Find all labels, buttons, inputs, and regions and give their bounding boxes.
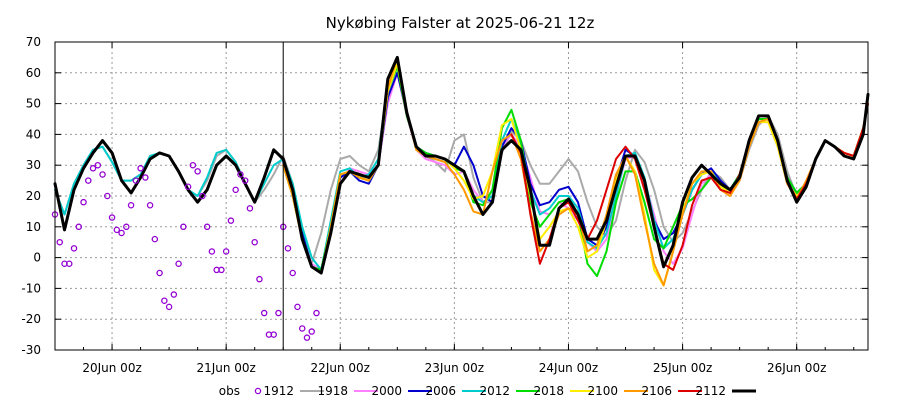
y-tick-label: -10	[21, 281, 41, 295]
obs-point	[184, 183, 192, 191]
chart-title: Nykøbing Falster at 2025-06-21 12z	[326, 14, 595, 32]
obs-point	[108, 214, 116, 221]
x-tick-label: 20Jun 00z	[82, 361, 141, 375]
obs-point	[208, 248, 216, 255]
obs-point	[199, 192, 206, 200]
legend-label-2018: 2018	[533, 384, 564, 398]
y-tick-label: -30	[21, 343, 41, 357]
x-tick-label: 26Jun 00z	[767, 361, 826, 375]
obs-point	[80, 198, 87, 206]
obs-point	[104, 192, 111, 200]
obs-point	[246, 205, 254, 212]
obs-point	[142, 174, 149, 181]
obs-point	[241, 177, 249, 184]
y-axis: -30 -20 -10 0 10 20 30 40 50 60 70	[21, 35, 868, 357]
series-lines	[53, 55, 870, 287]
y-tick-label: 60	[26, 66, 41, 80]
obs-point	[232, 186, 239, 194]
obs-point	[294, 303, 301, 311]
obs-point	[203, 223, 211, 231]
legend-label-2112: 2112	[695, 384, 726, 398]
obs-point	[127, 201, 135, 209]
series-line-2112	[53, 55, 870, 275]
obs-point	[156, 269, 163, 277]
y-tick-label: 30	[26, 158, 41, 172]
legend-label-1918: 1918	[317, 384, 348, 398]
obs-points	[51, 161, 320, 341]
obs-point	[161, 297, 168, 304]
obs-point	[222, 248, 230, 255]
obs-point	[56, 238, 64, 246]
obs-point	[303, 334, 311, 341]
y-tick-label: 0	[33, 251, 41, 265]
obs-point	[313, 309, 320, 317]
y-tick-label: 20	[26, 189, 41, 203]
y-tick-label: 40	[26, 127, 41, 141]
x-axis: 20Jun 00z 21Jun 00z 22Jun 00z 23Jun 00z 24Ju…	[82, 42, 855, 375]
obs-point	[85, 177, 92, 184]
y-tick-label: 10	[26, 220, 41, 234]
legend-label-2100: 2100	[587, 384, 618, 398]
grid-lines	[55, 42, 868, 350]
obs-point	[284, 245, 292, 252]
obs-point	[89, 165, 97, 172]
legend-label-obs: obs	[219, 384, 240, 398]
legend: obs 1912 1918 2000 2006 2012 2018 2100 2106 2112	[219, 384, 756, 398]
obs-point	[75, 223, 83, 231]
y-tick-label: 50	[26, 97, 41, 111]
obs-point	[137, 165, 144, 172]
legend-label-2006: 2006	[425, 384, 456, 398]
obs-point	[260, 309, 268, 317]
legend-label-2000: 2000	[371, 384, 402, 398]
obs-point	[289, 269, 296, 277]
x-tick-label: 25Jun 00z	[653, 361, 712, 375]
obs-point	[113, 226, 121, 234]
obs-point	[146, 201, 154, 209]
obs-point	[227, 217, 235, 224]
obs-point	[99, 171, 106, 178]
x-tick-label: 22Jun 00z	[311, 361, 370, 375]
obs-point	[275, 309, 282, 317]
obs-point	[170, 291, 178, 298]
obs-point	[175, 260, 182, 268]
obs-point	[123, 223, 130, 231]
obs-point	[94, 161, 102, 169]
obs-point	[151, 235, 159, 243]
y-tick-label: -20	[21, 312, 41, 326]
obs-point	[165, 303, 173, 311]
legend-label-2012: 2012	[479, 384, 510, 398]
obs-point	[70, 245, 78, 252]
obs-point	[256, 275, 263, 283]
legend-label-2106: 2106	[641, 384, 672, 398]
obs-point	[66, 260, 73, 268]
obs-point	[270, 331, 277, 338]
legend-label-1912: 1912	[263, 384, 294, 398]
obs-point	[189, 161, 197, 169]
obs-point	[308, 328, 315, 335]
obs-point	[298, 325, 306, 332]
obs-point	[118, 229, 125, 237]
obs-point	[180, 223, 187, 231]
x-tick-label: 24Jun 00z	[539, 361, 598, 375]
x-tick-label: 23Jun 00z	[425, 361, 484, 375]
legend-swatch-obs	[254, 387, 262, 395]
obs-point	[237, 171, 244, 178]
obs-point	[194, 168, 201, 175]
y-tick-label: 70	[26, 35, 41, 49]
obs-point	[251, 238, 258, 246]
obs-point	[218, 266, 225, 274]
x-tick-label: 21Jun 00z	[196, 361, 255, 375]
obs-point	[132, 177, 140, 184]
